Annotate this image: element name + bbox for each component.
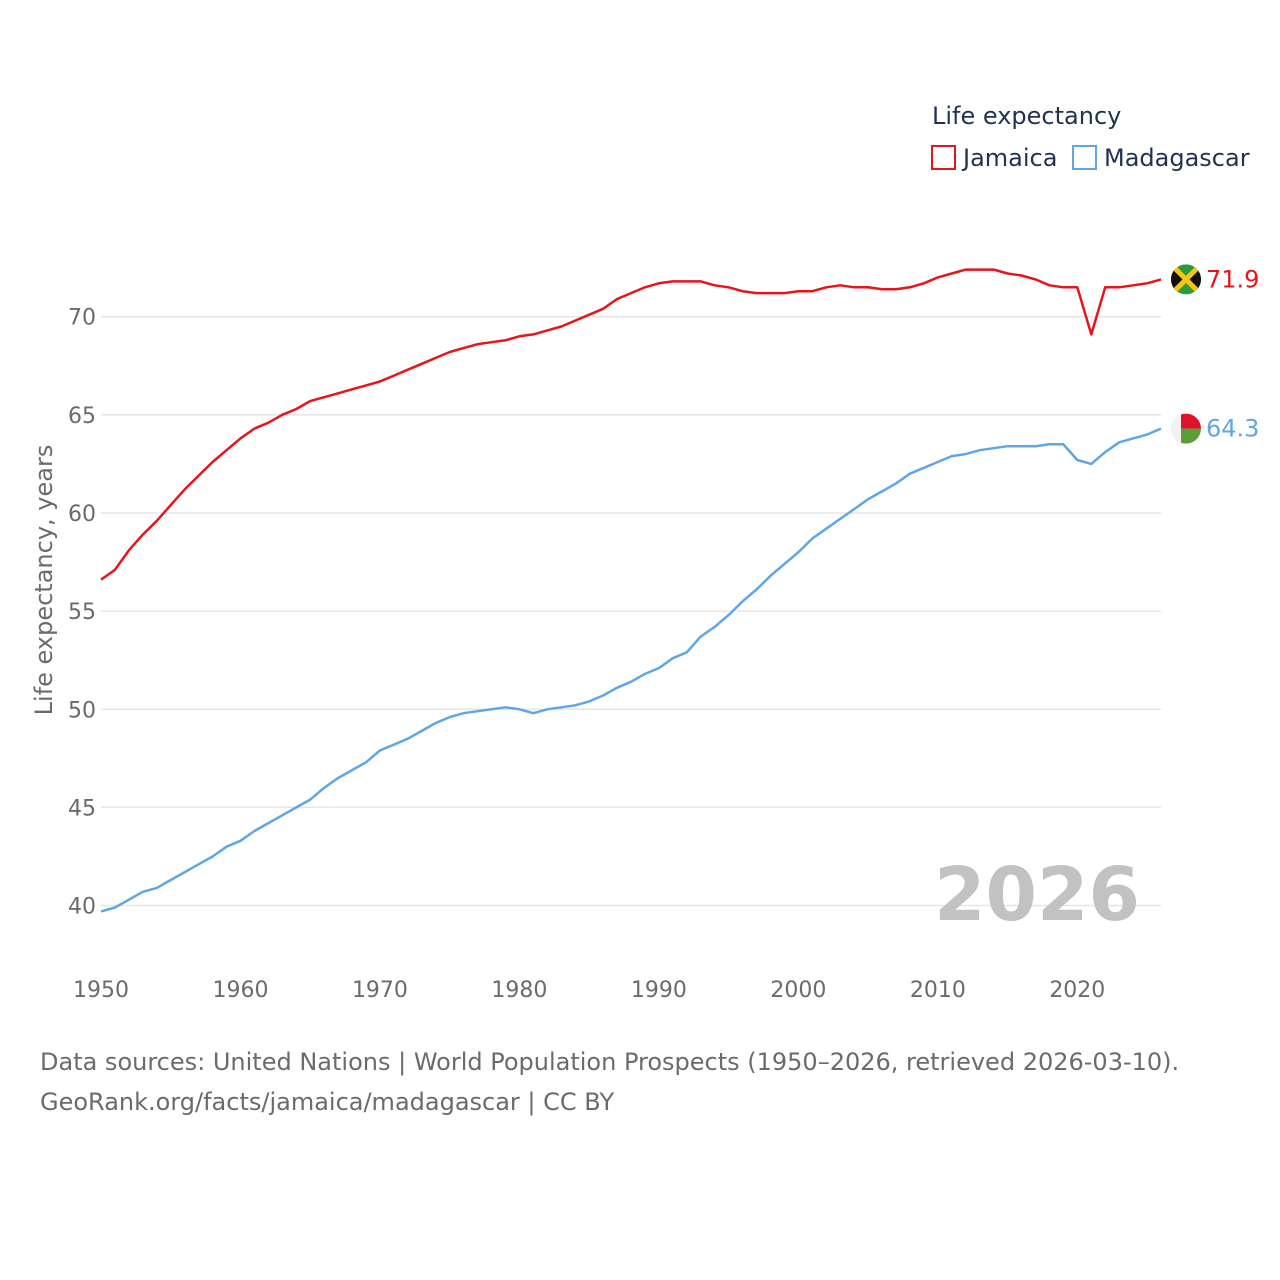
y-tick-label: 70 — [68, 306, 96, 331]
x-tick-label: 1990 — [631, 978, 687, 1003]
legend-title: Life expectancy — [932, 102, 1121, 130]
jamaica-flag-icon — [1171, 264, 1201, 295]
legend-swatch — [931, 145, 956, 170]
legend-item-jamaica[interactable]: Jamaica — [931, 144, 1057, 172]
life-expectancy-chart: 40 45 50 55 60 65 70 1950 1960 1970 1980 1990 2000 2… — [30, 102, 1259, 1003]
data-source-text: Data sources: United Nations | World Pop… — [40, 1048, 1180, 1076]
madagascar-flag-icon — [1171, 413, 1201, 444]
gridlines — [101, 315, 1161, 907]
y-tick-label: 55 — [68, 600, 96, 625]
legend-label: Madagascar — [1104, 144, 1250, 172]
legend-swatch — [1072, 145, 1097, 170]
series-line-madagascar — [100, 427, 1162, 913]
x-tick-label: 2020 — [1049, 978, 1105, 1003]
legend-item-madagascar[interactable]: Madagascar — [1072, 144, 1250, 172]
y-axis-label: Life expectancy, years — [30, 445, 58, 716]
y-axis-ticks: 40 45 50 55 60 65 70 — [68, 306, 96, 920]
series-lines: 71.9 64.3 — [100, 265, 1259, 913]
flag-markers — [1171, 264, 1201, 444]
attribution-link[interactable]: GeoRank.org/facts/jamaica/madagascar | C… — [40, 1088, 615, 1116]
end-value-label-madagascar: 64.3 — [1206, 415, 1259, 443]
x-tick-label: 1950 — [73, 978, 129, 1003]
legend-label: Jamaica — [961, 144, 1057, 172]
x-tick-label: 1980 — [491, 978, 547, 1003]
x-tick-label: 2000 — [770, 978, 826, 1003]
x-tick-label: 2010 — [910, 978, 966, 1003]
end-value-label-jamaica: 71.9 — [1206, 265, 1259, 293]
y-tick-label: 45 — [68, 796, 96, 821]
x-axis-ticks: 1950 1960 1970 1980 1990 2000 2010 2020 — [73, 978, 1105, 1003]
y-tick-label: 65 — [68, 404, 96, 429]
x-tick-label: 1960 — [212, 978, 268, 1003]
series-line-jamaica — [100, 268, 1162, 581]
year-watermark: 2026 — [934, 852, 1140, 938]
footer: Data sources: United Nations | World Pop… — [40, 1042, 1179, 1122]
legend[interactable]: Life expectancy Jamaica Madagascar — [931, 102, 1250, 172]
x-tick-label: 1970 — [352, 978, 408, 1003]
y-tick-label: 60 — [68, 502, 96, 527]
y-tick-label: 40 — [68, 895, 96, 920]
y-tick-label: 50 — [68, 698, 96, 723]
